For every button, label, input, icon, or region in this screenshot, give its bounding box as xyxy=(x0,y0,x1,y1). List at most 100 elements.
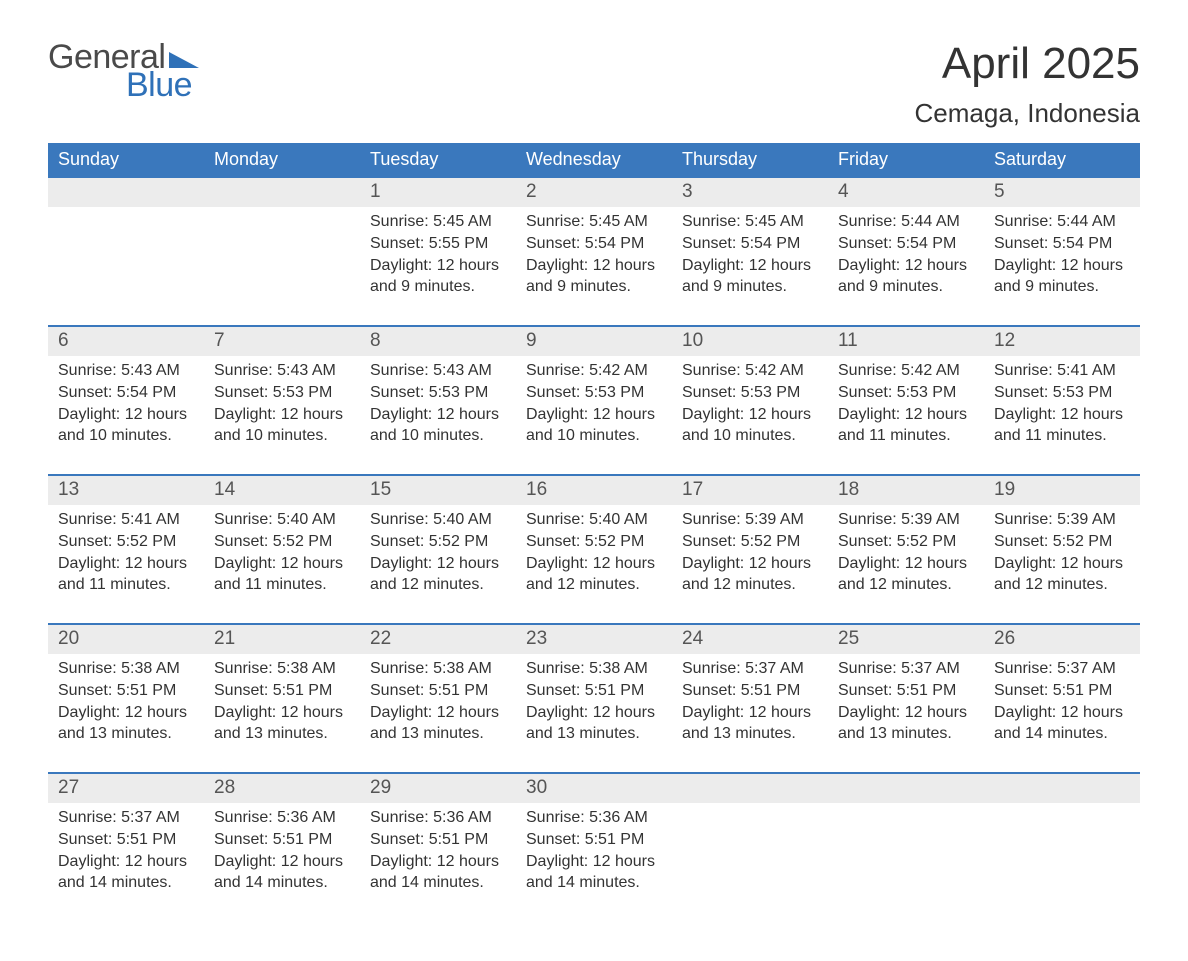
daylight-text: Daylight: 12 hours and 12 minutes. xyxy=(526,553,662,596)
daylight-text: Daylight: 12 hours and 11 minutes. xyxy=(214,553,350,596)
daylight-text: Daylight: 12 hours and 9 minutes. xyxy=(994,255,1130,298)
day-cell: Sunrise: 5:38 AMSunset: 5:51 PMDaylight:… xyxy=(48,654,204,772)
sunset-text: Sunset: 5:51 PM xyxy=(526,680,662,702)
day-number: 17 xyxy=(672,476,828,505)
location-label: Cemaga, Indonesia xyxy=(915,98,1140,129)
sunrise-text: Sunrise: 5:39 AM xyxy=(838,509,974,531)
day-cell: Sunrise: 5:37 AMSunset: 5:51 PMDaylight:… xyxy=(672,654,828,772)
daylight-text: Daylight: 12 hours and 11 minutes. xyxy=(994,404,1130,447)
sunrise-text: Sunrise: 5:43 AM xyxy=(370,360,506,382)
day-number: 19 xyxy=(984,476,1140,505)
sunset-text: Sunset: 5:52 PM xyxy=(682,531,818,553)
daylight-text: Daylight: 12 hours and 14 minutes. xyxy=(526,851,662,894)
weekday-header-row: Sunday Monday Tuesday Wednesday Thursday… xyxy=(48,143,1140,178)
sunrise-text: Sunrise: 5:37 AM xyxy=(58,807,194,829)
day-cell: Sunrise: 5:43 AMSunset: 5:54 PMDaylight:… xyxy=(48,356,204,474)
day-number: 21 xyxy=(204,625,360,654)
sunset-text: Sunset: 5:53 PM xyxy=(838,382,974,404)
daylight-text: Daylight: 12 hours and 14 minutes. xyxy=(58,851,194,894)
sunset-text: Sunset: 5:51 PM xyxy=(58,680,194,702)
day-cell: Sunrise: 5:41 AMSunset: 5:52 PMDaylight:… xyxy=(48,505,204,623)
day-number: 5 xyxy=(984,178,1140,207)
day-cell: Sunrise: 5:39 AMSunset: 5:52 PMDaylight:… xyxy=(984,505,1140,623)
day-cell: Sunrise: 5:45 AMSunset: 5:54 PMDaylight:… xyxy=(672,207,828,325)
day-cell: Sunrise: 5:39 AMSunset: 5:52 PMDaylight:… xyxy=(828,505,984,623)
weekday-header: Tuesday xyxy=(360,143,516,178)
day-number: 4 xyxy=(828,178,984,207)
sunrise-text: Sunrise: 5:37 AM xyxy=(838,658,974,680)
sunset-text: Sunset: 5:51 PM xyxy=(58,829,194,851)
weekday-header: Thursday xyxy=(672,143,828,178)
sunrise-text: Sunrise: 5:40 AM xyxy=(526,509,662,531)
daylight-text: Daylight: 12 hours and 12 minutes. xyxy=(682,553,818,596)
sunrise-text: Sunrise: 5:38 AM xyxy=(58,658,194,680)
day-cell: Sunrise: 5:37 AMSunset: 5:51 PMDaylight:… xyxy=(984,654,1140,772)
daylight-text: Daylight: 12 hours and 9 minutes. xyxy=(370,255,506,298)
day-number: 11 xyxy=(828,327,984,356)
day-cell xyxy=(672,803,828,921)
day-cell: Sunrise: 5:44 AMSunset: 5:54 PMDaylight:… xyxy=(828,207,984,325)
daylight-text: Daylight: 12 hours and 10 minutes. xyxy=(370,404,506,447)
day-cell: Sunrise: 5:45 AMSunset: 5:54 PMDaylight:… xyxy=(516,207,672,325)
day-cell: Sunrise: 5:37 AMSunset: 5:51 PMDaylight:… xyxy=(48,803,204,921)
daylight-text: Daylight: 12 hours and 11 minutes. xyxy=(58,553,194,596)
daylight-text: Daylight: 12 hours and 14 minutes. xyxy=(994,702,1130,745)
day-body-strip: Sunrise: 5:37 AMSunset: 5:51 PMDaylight:… xyxy=(48,803,1140,921)
day-number: 14 xyxy=(204,476,360,505)
daylight-text: Daylight: 12 hours and 14 minutes. xyxy=(370,851,506,894)
day-number-strip: 20212223242526 xyxy=(48,625,1140,654)
day-number-strip: 6789101112 xyxy=(48,327,1140,356)
sunset-text: Sunset: 5:54 PM xyxy=(526,233,662,255)
sunset-text: Sunset: 5:54 PM xyxy=(838,233,974,255)
day-cell: Sunrise: 5:41 AMSunset: 5:53 PMDaylight:… xyxy=(984,356,1140,474)
brand-logo: General Blue xyxy=(48,40,199,102)
day-body-strip: Sunrise: 5:43 AMSunset: 5:54 PMDaylight:… xyxy=(48,356,1140,474)
sunset-text: Sunset: 5:54 PM xyxy=(994,233,1130,255)
day-number: 20 xyxy=(48,625,204,654)
daylight-text: Daylight: 12 hours and 13 minutes. xyxy=(58,702,194,745)
sunset-text: Sunset: 5:51 PM xyxy=(526,829,662,851)
day-number xyxy=(984,774,1140,803)
daylight-text: Daylight: 12 hours and 13 minutes. xyxy=(682,702,818,745)
sunrise-text: Sunrise: 5:42 AM xyxy=(526,360,662,382)
daylight-text: Daylight: 12 hours and 9 minutes. xyxy=(682,255,818,298)
day-number: 12 xyxy=(984,327,1140,356)
day-number: 30 xyxy=(516,774,672,803)
sunrise-text: Sunrise: 5:40 AM xyxy=(370,509,506,531)
day-cell: Sunrise: 5:36 AMSunset: 5:51 PMDaylight:… xyxy=(204,803,360,921)
sunrise-text: Sunrise: 5:37 AM xyxy=(682,658,818,680)
sunrise-text: Sunrise: 5:39 AM xyxy=(994,509,1130,531)
week-row: 20212223242526Sunrise: 5:38 AMSunset: 5:… xyxy=(48,623,1140,772)
day-number: 24 xyxy=(672,625,828,654)
weekday-header: Sunday xyxy=(48,143,204,178)
sunset-text: Sunset: 5:55 PM xyxy=(370,233,506,255)
sunset-text: Sunset: 5:51 PM xyxy=(214,829,350,851)
sunrise-text: Sunrise: 5:42 AM xyxy=(838,360,974,382)
daylight-text: Daylight: 12 hours and 13 minutes. xyxy=(370,702,506,745)
day-number: 18 xyxy=(828,476,984,505)
daylight-text: Daylight: 12 hours and 13 minutes. xyxy=(214,702,350,745)
day-cell: Sunrise: 5:40 AMSunset: 5:52 PMDaylight:… xyxy=(516,505,672,623)
day-cell: Sunrise: 5:42 AMSunset: 5:53 PMDaylight:… xyxy=(516,356,672,474)
day-body-strip: Sunrise: 5:41 AMSunset: 5:52 PMDaylight:… xyxy=(48,505,1140,623)
sunrise-text: Sunrise: 5:36 AM xyxy=(526,807,662,829)
day-number: 26 xyxy=(984,625,1140,654)
sunset-text: Sunset: 5:52 PM xyxy=(214,531,350,553)
sunset-text: Sunset: 5:53 PM xyxy=(370,382,506,404)
header: General Blue April 2025 Cemaga, Indonesi… xyxy=(48,40,1140,129)
daylight-text: Daylight: 12 hours and 9 minutes. xyxy=(838,255,974,298)
weekday-header: Monday xyxy=(204,143,360,178)
week-row: 12345Sunrise: 5:45 AMSunset: 5:55 PMDayl… xyxy=(48,178,1140,325)
week-row: 27282930Sunrise: 5:37 AMSunset: 5:51 PMD… xyxy=(48,772,1140,921)
sunrise-text: Sunrise: 5:45 AM xyxy=(526,211,662,233)
day-number: 1 xyxy=(360,178,516,207)
sunrise-text: Sunrise: 5:45 AM xyxy=(370,211,506,233)
day-cell: Sunrise: 5:37 AMSunset: 5:51 PMDaylight:… xyxy=(828,654,984,772)
day-number-strip: 13141516171819 xyxy=(48,476,1140,505)
day-number xyxy=(204,178,360,207)
sunrise-text: Sunrise: 5:39 AM xyxy=(682,509,818,531)
sunrise-text: Sunrise: 5:36 AM xyxy=(370,807,506,829)
day-cell xyxy=(984,803,1140,921)
sunrise-text: Sunrise: 5:38 AM xyxy=(370,658,506,680)
brand-word-2: Blue xyxy=(126,68,199,102)
